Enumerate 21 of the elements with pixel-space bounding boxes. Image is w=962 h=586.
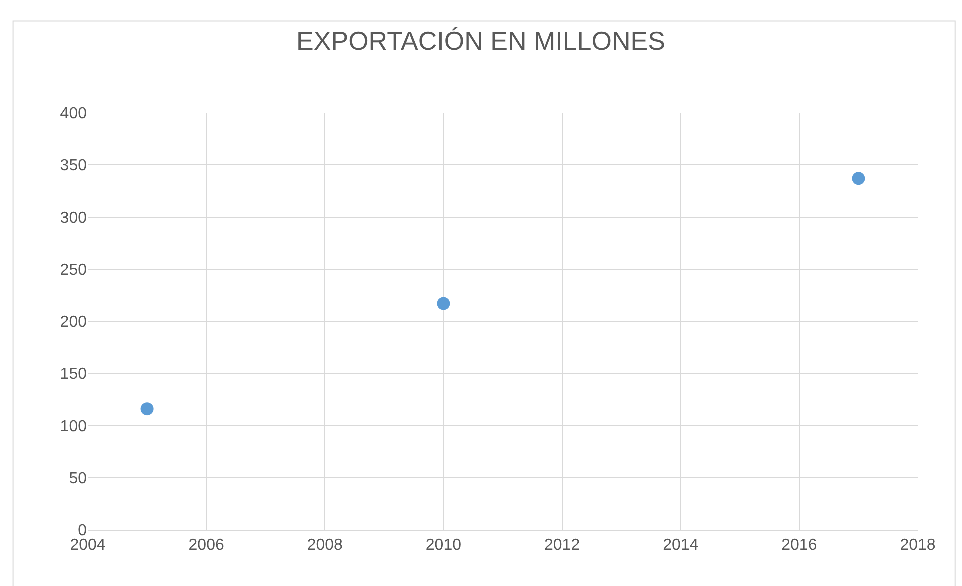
x-tick-label: 2010: [426, 537, 462, 554]
y-tick-label: 0: [78, 522, 88, 540]
y-tick-label: 50: [69, 470, 88, 488]
y-tick-label: 400: [60, 106, 88, 123]
x-tick-label: 2016: [782, 537, 818, 554]
chart-title: EXPORTACIÓN EN MILLONES: [296, 26, 666, 56]
y-tick-label: 100: [60, 418, 88, 436]
x-tick-label: 2006: [188, 537, 224, 554]
point: [852, 172, 866, 186]
y-tick-label: 350: [60, 158, 88, 175]
point: [140, 402, 154, 416]
x-tick-label: 2012: [544, 537, 580, 554]
y-tick-label: 150: [60, 366, 88, 384]
y-tick-label: 300: [60, 210, 88, 227]
x-tick-label: 2014: [663, 537, 699, 554]
y-tick-label: 200: [60, 314, 88, 332]
point: [437, 297, 450, 310]
x-tick-label: 2004: [70, 537, 106, 554]
x-tick-label: 2008: [307, 537, 344, 554]
y-tick-label: 250: [60, 262, 88, 279]
x-tick-label: 2018: [900, 537, 936, 554]
